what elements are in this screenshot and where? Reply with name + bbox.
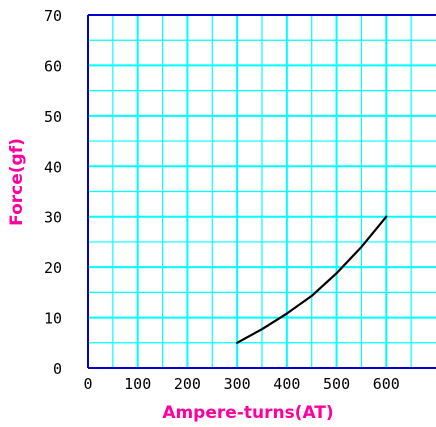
x-tick-label: 300 xyxy=(224,375,251,393)
y-tick-label: 40 xyxy=(44,158,62,176)
x-tick-label: 600 xyxy=(373,375,400,393)
y-axis-title: Force(gf) xyxy=(7,138,27,226)
x-axis-title: Ampere-turns(AT) xyxy=(162,403,333,423)
y-tick-label: 0 xyxy=(53,360,62,378)
x-tick-label: 0 xyxy=(83,375,92,393)
y-tick-label: 50 xyxy=(44,108,62,126)
y-tick-label: 60 xyxy=(44,57,62,75)
y-tick-labels: 0 10 20 30 40 50 60 70 xyxy=(44,7,62,378)
y-tick-label: 20 xyxy=(44,259,62,277)
x-tick-label: 100 xyxy=(124,375,151,393)
series-line-1 xyxy=(236,215,388,344)
x-tick-label: 400 xyxy=(273,375,300,393)
series-layer xyxy=(236,215,388,344)
grid xyxy=(88,15,436,368)
y-tick-label: 10 xyxy=(44,310,62,328)
x-tick-labels: 0 100 200 300 400 500 600 xyxy=(83,375,399,393)
plot-frame xyxy=(87,14,436,369)
x-tick-label: 500 xyxy=(323,375,350,393)
x-tick-label: 200 xyxy=(174,375,201,393)
y-tick-label: 70 xyxy=(44,7,62,25)
y-tick-label: 30 xyxy=(44,209,62,227)
